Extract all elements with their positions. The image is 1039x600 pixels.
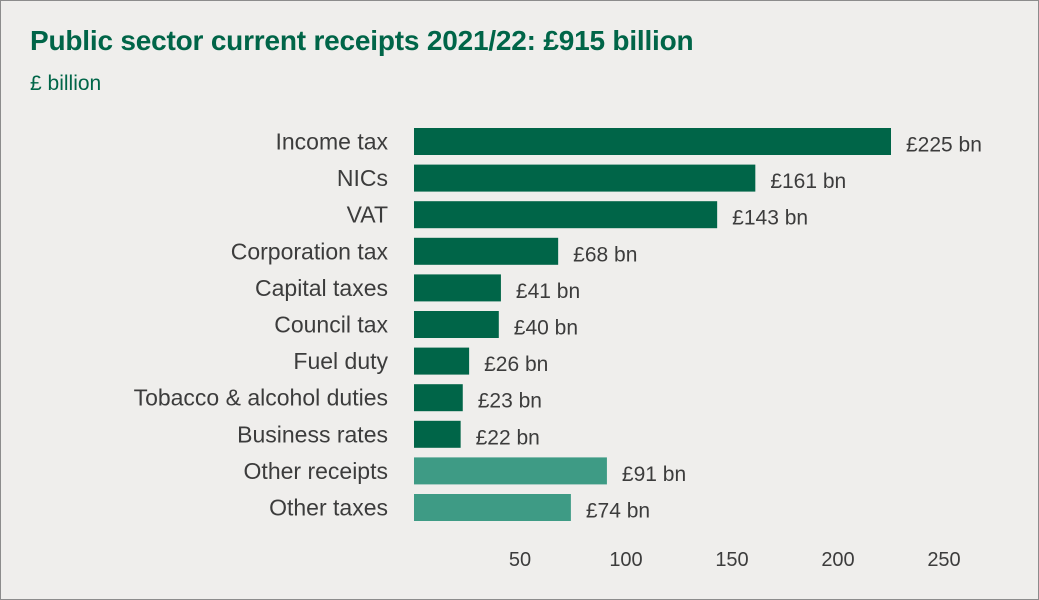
value-label: £91 bn [622,463,686,486]
x-tick-label: 50 [509,549,531,571]
x-tick-label: 100 [609,549,642,571]
chart-title: Public sector current receipts 2021/22: … [30,25,694,56]
x-tick-label: 200 [821,549,854,571]
bar [414,420,461,448]
value-label: £26 bn [484,353,548,376]
value-label: £41 bn [516,280,580,303]
value-label: £225 bn [906,134,982,157]
value-label: £74 bn [586,500,650,523]
category-label: NICs [337,165,388,191]
bar [414,274,501,302]
x-tick-label: 250 [927,549,960,571]
value-label: £23 bn [478,390,542,413]
category-label: Income tax [276,129,389,155]
bar [414,494,571,521]
category-label: Corporation tax [231,238,389,264]
category-label: Council tax [274,312,388,338]
bar [414,311,499,338]
value-label: £68 bn [573,243,637,266]
value-label: £22 bn [476,426,540,449]
category-label: Other receipts [244,458,388,484]
bar [414,347,470,375]
x-tick-label: 150 [715,549,748,571]
bar [414,128,891,155]
category-label: Other taxes [269,495,388,521]
value-label: £143 bn [732,207,808,230]
category-label: Fuel duty [293,348,388,374]
bar [414,237,559,265]
bar [414,201,718,229]
chart-subtitle: £ billion [30,72,102,95]
bar [414,457,607,485]
category-label: VAT [347,202,388,228]
category-label: Tobacco & alcohol duties [134,385,388,411]
value-label: £40 bn [514,317,578,340]
category-label: Capital taxes [255,275,388,301]
bar [414,384,463,412]
value-label: £161 bn [770,170,846,193]
category-label: Business rates [237,421,388,447]
bar [414,164,756,192]
